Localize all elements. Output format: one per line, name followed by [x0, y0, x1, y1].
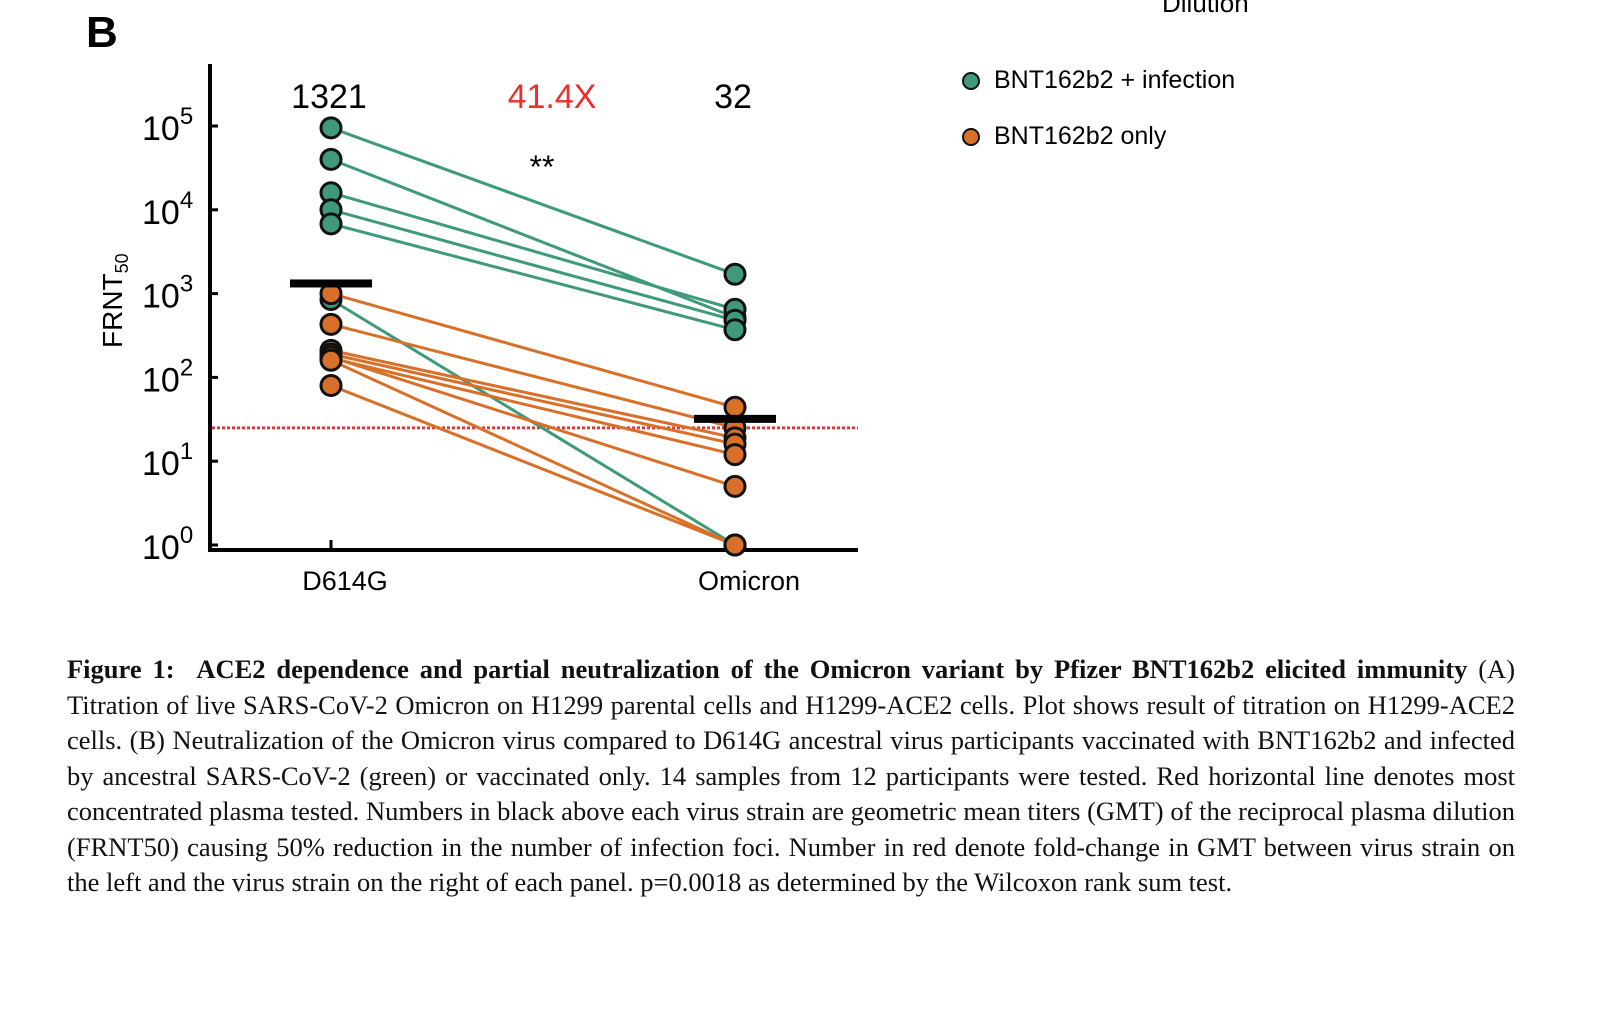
data-point — [319, 212, 343, 236]
data-points — [290, 116, 776, 557]
pair-line — [330, 355, 736, 488]
panel-label: B — [86, 8, 118, 57]
y-tick-label: 101 — [142, 438, 193, 483]
y-tick-label: 104 — [142, 187, 193, 232]
pair-line — [330, 356, 736, 457]
legend-label: BNT162b2 only — [994, 122, 1167, 150]
legend-item-infection: BNT162b2 + infection — [962, 66, 1235, 95]
gmt-label: 32 — [714, 78, 752, 116]
y-tick-exponent: 4 — [180, 187, 193, 214]
pair-line — [330, 191, 736, 311]
y-tick-label: 100 — [142, 522, 193, 567]
y-axis-label: FRNT50 — [97, 253, 132, 348]
y-axis-label-subscript: 50 — [112, 253, 132, 273]
pair-line — [330, 384, 736, 547]
y-tick-exponent: 0 — [180, 522, 193, 549]
caption-body: (A) Titration of live SARS-CoV-2 Omicron… — [67, 654, 1516, 897]
y-tick-exponent: 2 — [180, 354, 193, 381]
gmt-bar — [290, 279, 372, 288]
data-point — [723, 262, 747, 286]
pair-line — [330, 358, 736, 547]
pair-line — [330, 292, 736, 409]
data-point — [319, 312, 343, 336]
legend-marker-green — [962, 71, 980, 90]
pair-line — [330, 126, 736, 276]
data-point — [319, 374, 343, 398]
x-tick-label-d614g: D614G — [302, 566, 388, 596]
x-tick-label-omicron: Omicron — [698, 566, 800, 596]
data-point — [723, 443, 747, 467]
figure-caption: Figure 1: ACE2 dependence and partial ne… — [67, 652, 1515, 901]
gmt-bar — [694, 414, 776, 423]
fold-change-label: 41.4X — [508, 78, 597, 116]
caption-title: ACE2 dependence and partial neutralizati… — [196, 654, 1468, 684]
data-point — [723, 474, 747, 498]
pair-line — [330, 208, 736, 322]
cut-off-heading: Dilution — [1162, 0, 1249, 18]
y-tick-exponent: 3 — [180, 271, 193, 298]
y-tick-exponent: 5 — [180, 103, 193, 130]
y-tick-label: 102 — [142, 354, 193, 399]
legend-item-vaccine-only: BNT162b2 only — [962, 122, 1166, 151]
significance-label: ** — [530, 149, 555, 185]
data-point — [319, 147, 343, 171]
gmt-label: 1321 — [291, 78, 367, 116]
y-tick-label: 103 — [142, 271, 193, 316]
caption-label: Figure 1: — [67, 654, 175, 684]
pair-line — [330, 322, 736, 430]
data-point — [319, 116, 343, 140]
legend-marker-orange — [962, 127, 980, 146]
pair-line — [330, 352, 736, 446]
pair-line — [330, 222, 736, 332]
data-point — [723, 533, 747, 557]
pair-line — [330, 348, 736, 440]
pair-lines — [330, 126, 736, 547]
y-tick-label: 105 — [142, 103, 193, 148]
legend-label: BNT162b2 + infection — [994, 66, 1236, 94]
data-point — [723, 318, 747, 342]
y-tick-exponent: 1 — [180, 438, 193, 465]
data-point — [723, 395, 747, 419]
data-point — [319, 348, 343, 372]
